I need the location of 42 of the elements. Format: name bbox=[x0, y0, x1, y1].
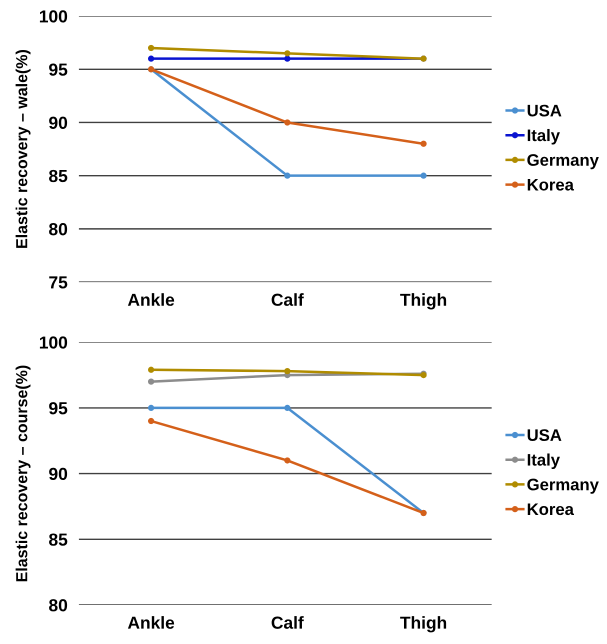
y-axis-title: Elastic recovery – course(%) bbox=[16, 366, 30, 582]
y-tick-label: 100 bbox=[40, 10, 68, 23]
point bbox=[284, 119, 290, 126]
y-tick-label: 95 bbox=[49, 402, 68, 414]
legend-label: Korea bbox=[528, 178, 574, 191]
legend-label: USA bbox=[528, 104, 562, 117]
point bbox=[284, 56, 290, 62]
point bbox=[420, 140, 427, 147]
y-tick-label: 90 bbox=[49, 468, 68, 480]
point bbox=[284, 404, 290, 412]
x-tick-label: Thigh bbox=[400, 293, 446, 310]
x-tick-label: Thigh bbox=[400, 616, 446, 632]
point bbox=[284, 50, 290, 56]
legend-label: Italy bbox=[528, 453, 560, 470]
y-tick-label: 80 bbox=[49, 599, 68, 612]
point bbox=[148, 56, 154, 62]
legend-label: USA bbox=[528, 429, 562, 442]
y-tick-label: 85 bbox=[49, 533, 68, 546]
y-tick-label: 95 bbox=[49, 63, 68, 76]
y-tick-label: 100 bbox=[40, 336, 68, 349]
x-tick-label: Calf bbox=[272, 293, 304, 306]
legend-label: Germany bbox=[527, 154, 599, 170]
legend-label: Germany bbox=[527, 478, 599, 494]
y-tick-label: 75 bbox=[49, 276, 68, 289]
point bbox=[420, 172, 427, 179]
x-tick-label: Ankle bbox=[128, 616, 174, 629]
legend-label: Italy bbox=[528, 128, 560, 145]
point bbox=[284, 457, 290, 464]
point bbox=[148, 366, 154, 373]
y-tick-label: 90 bbox=[49, 116, 68, 129]
point bbox=[284, 172, 290, 179]
y-axis-title: Elastic recovery – wale(%) bbox=[16, 50, 30, 248]
y-tick-label: 85 bbox=[49, 170, 68, 182]
point bbox=[148, 378, 154, 385]
point bbox=[148, 418, 154, 424]
x-tick-label: Calf bbox=[272, 616, 304, 629]
point bbox=[148, 44, 154, 52]
point bbox=[284, 368, 290, 374]
x-tick-label: Ankle bbox=[128, 293, 174, 306]
y-tick-label: 80 bbox=[49, 223, 68, 236]
legend-label: Korea bbox=[528, 503, 574, 516]
point bbox=[148, 404, 154, 412]
